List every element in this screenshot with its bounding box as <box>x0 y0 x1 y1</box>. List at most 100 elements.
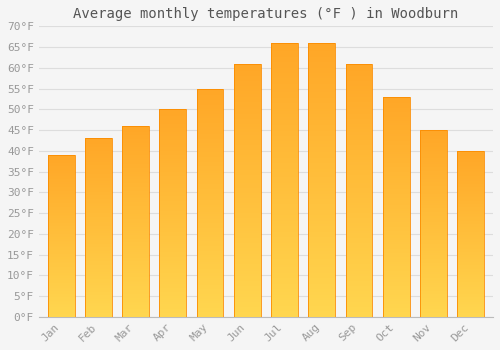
Bar <box>196 201 224 203</box>
Bar <box>160 194 186 196</box>
Bar <box>458 159 484 161</box>
Bar <box>420 186 447 188</box>
Bar <box>85 203 112 204</box>
Bar <box>308 240 335 243</box>
Bar <box>420 192 447 194</box>
Bar <box>122 305 149 307</box>
Bar <box>122 214 149 216</box>
Bar <box>48 208 74 210</box>
Bar <box>271 169 298 171</box>
Bar <box>48 310 74 312</box>
Bar <box>160 132 186 134</box>
Bar <box>308 213 335 216</box>
Bar <box>196 120 224 123</box>
Bar <box>308 210 335 213</box>
Bar <box>308 57 335 59</box>
Bar <box>85 158 112 160</box>
Bar <box>196 182 224 184</box>
Bar <box>458 151 484 153</box>
Bar <box>458 184 484 186</box>
Bar <box>308 314 335 317</box>
Bar <box>234 203 260 205</box>
Bar <box>458 227 484 229</box>
Bar <box>85 286 112 288</box>
Bar <box>420 242 447 244</box>
Bar <box>346 76 372 79</box>
Bar <box>383 112 409 114</box>
Bar <box>234 271 260 274</box>
Bar <box>85 199 112 201</box>
Bar <box>234 205 260 208</box>
Bar <box>420 216 447 218</box>
Bar <box>458 280 484 282</box>
Bar <box>48 255 74 257</box>
Bar <box>420 182 447 184</box>
Bar <box>234 147 260 150</box>
Bar <box>48 254 74 255</box>
Bar <box>383 279 409 282</box>
Bar <box>420 240 447 242</box>
Bar <box>234 102 260 104</box>
Bar <box>234 175 260 177</box>
Bar <box>420 169 447 171</box>
Bar <box>308 257 335 259</box>
Bar <box>48 192 74 194</box>
Bar <box>383 200 409 202</box>
Bar <box>458 192 484 194</box>
Bar <box>458 194 484 196</box>
Bar <box>160 188 186 190</box>
Bar <box>160 176 186 178</box>
Bar <box>234 173 260 175</box>
Bar <box>308 111 335 114</box>
Bar <box>308 174 335 177</box>
Bar <box>160 290 186 292</box>
Bar <box>458 229 484 231</box>
Bar <box>308 204 335 207</box>
Bar <box>234 253 260 256</box>
Bar <box>271 141 298 144</box>
Bar <box>308 68 335 70</box>
Bar <box>308 289 335 292</box>
Bar <box>234 183 260 185</box>
Bar <box>271 147 298 150</box>
Bar <box>234 312 260 314</box>
Bar <box>308 90 335 92</box>
Bar <box>346 142 372 145</box>
Bar <box>85 235 112 237</box>
Bar <box>122 200 149 202</box>
Bar <box>160 236 186 238</box>
Bar <box>271 183 298 185</box>
Bar <box>234 210 260 213</box>
Bar <box>48 228 74 229</box>
Bar <box>271 57 298 59</box>
Bar <box>383 185 409 187</box>
Bar <box>383 202 409 205</box>
Bar <box>122 260 149 261</box>
Bar <box>420 222 447 223</box>
Bar <box>234 167 260 170</box>
Bar <box>346 132 372 134</box>
Bar <box>346 180 372 183</box>
Bar <box>271 312 298 314</box>
Bar <box>234 246 260 248</box>
Bar <box>383 145 409 147</box>
Bar <box>196 306 224 308</box>
Bar <box>160 298 186 300</box>
Bar <box>48 176 74 177</box>
Bar <box>160 201 186 203</box>
Bar <box>383 299 409 301</box>
Bar <box>420 197 447 199</box>
Bar <box>383 110 409 112</box>
Bar <box>308 312 335 314</box>
Bar <box>420 134 447 136</box>
Bar <box>85 177 112 180</box>
Bar <box>346 256 372 259</box>
Bar <box>420 253 447 255</box>
Bar <box>196 125 224 127</box>
Bar <box>383 165 409 167</box>
Bar <box>85 233 112 235</box>
Bar <box>160 308 186 310</box>
Bar <box>160 271 186 273</box>
Bar <box>271 51 298 54</box>
Bar <box>271 229 298 232</box>
